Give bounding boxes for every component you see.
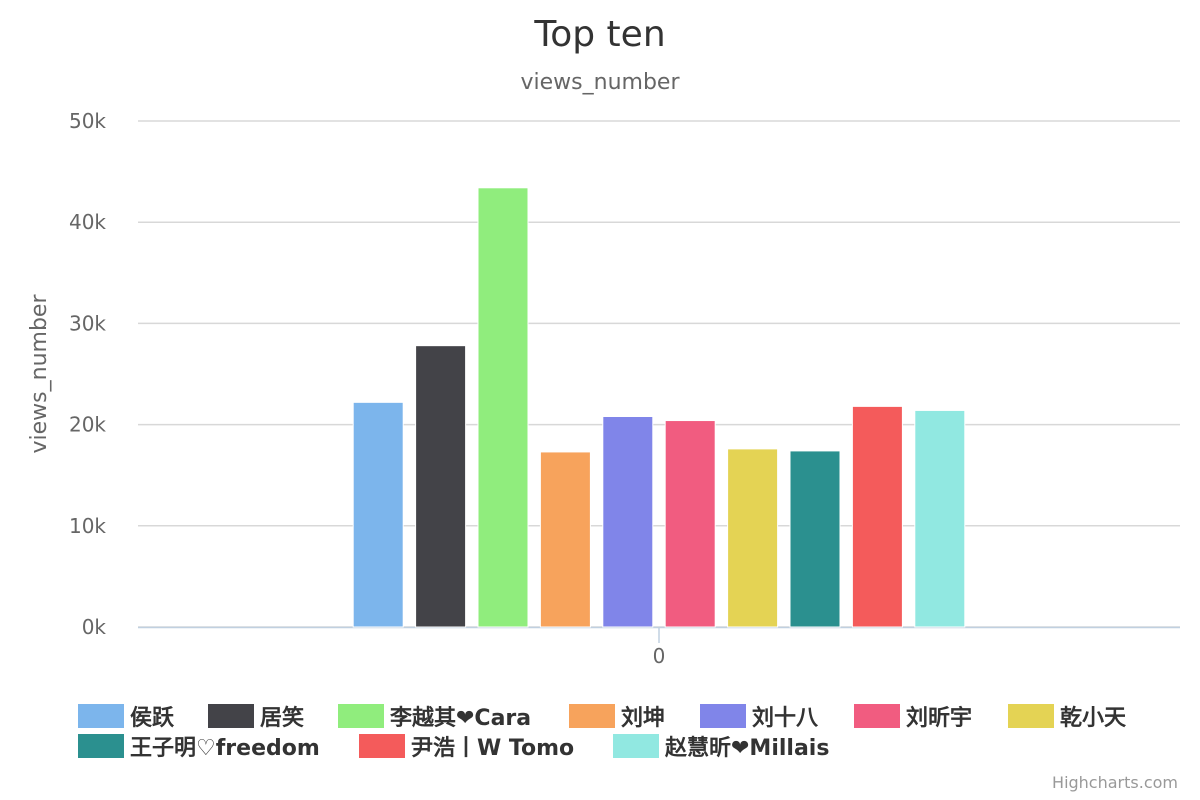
legend-label: 刘十八 [752, 706, 819, 731]
legend-item[interactable]: 侯跃 [78, 702, 175, 731]
legend-swatch [208, 704, 254, 728]
bar[interactable] [727, 448, 779, 628]
y-tick-label: 40k [69, 210, 106, 234]
legend-swatch [359, 734, 405, 758]
y-tick-label: 10k [69, 514, 106, 538]
bar[interactable] [539, 451, 591, 628]
legend-item[interactable]: 李越其❤Cara [338, 702, 532, 731]
y-tick-label: 30k [69, 311, 106, 335]
legend-swatch [700, 704, 746, 728]
legend-label: 王子明♡freedom [130, 736, 320, 761]
bar[interactable] [602, 416, 654, 628]
bar[interactable] [415, 345, 467, 628]
legend-swatch [78, 704, 124, 728]
chart-subtitle: views_number [520, 70, 680, 95]
legend-label: 居笑 [260, 706, 305, 731]
legend-item[interactable]: 王子明♡freedom [78, 732, 320, 761]
bar[interactable] [352, 401, 404, 628]
legend-item[interactable]: 赵慧昕❤Millais [613, 732, 830, 761]
legend-label: 侯跃 [130, 706, 175, 731]
legend-item[interactable]: 居笑 [208, 702, 305, 731]
legend-swatch [78, 734, 124, 758]
legend-item[interactable]: 刘十八 [700, 702, 819, 731]
legend-label: 刘昕宇 [906, 706, 973, 731]
legend-label: 乾小天 [1060, 706, 1127, 731]
legend-label: 刘坤 [621, 706, 666, 731]
bar[interactable] [477, 187, 529, 628]
bar[interactable] [851, 405, 903, 628]
legend-label: 赵慧昕❤Millais [665, 736, 830, 761]
legend-swatch [854, 704, 900, 728]
y-tick-label: 20k [69, 413, 106, 437]
legend-item[interactable]: 乾小天 [1008, 702, 1127, 731]
legend-item[interactable]: 刘坤 [569, 702, 666, 731]
bar[interactable] [789, 450, 841, 628]
x-tick-label: 0 [653, 644, 666, 668]
legend-label: 尹浩丨W Tomo [411, 736, 575, 761]
legend-item[interactable]: 刘昕宇 [854, 702, 973, 731]
y-axis-title: views_number [27, 294, 52, 454]
credits-link[interactable]: Highcharts.com [1052, 773, 1178, 792]
y-tick-label: 0k [82, 615, 107, 639]
bar[interactable] [664, 420, 716, 628]
legend-swatch [1008, 704, 1054, 728]
legend-label: 李越其❤Cara [390, 706, 532, 731]
legend-swatch [338, 704, 384, 728]
legend-swatch [569, 704, 615, 728]
bar[interactable] [914, 409, 966, 628]
y-tick-label: 50k [69, 109, 106, 133]
legend-item[interactable]: 尹浩丨W Tomo [359, 732, 575, 761]
legend-swatch [613, 734, 659, 758]
chart-title: Top ten [534, 14, 666, 55]
